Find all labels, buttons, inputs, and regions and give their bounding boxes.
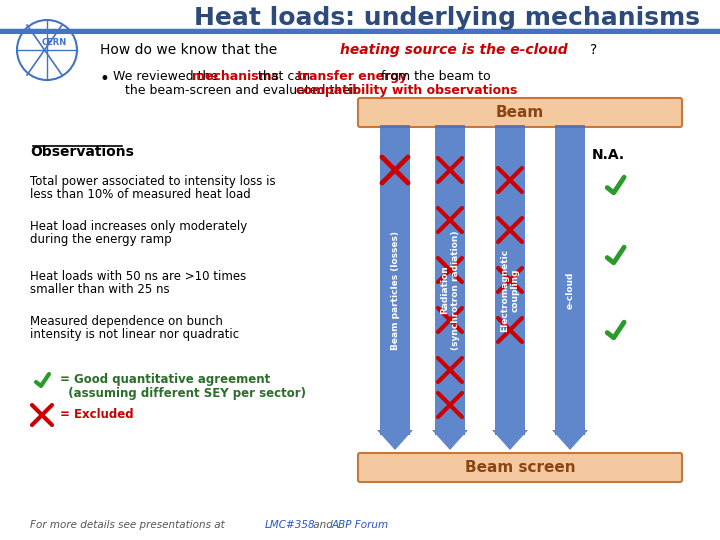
Bar xyxy=(495,125,525,435)
Text: Beam particles (losses): Beam particles (losses) xyxy=(390,231,400,349)
Text: that can: that can xyxy=(254,70,314,83)
Text: For more details see presentations at: For more details see presentations at xyxy=(30,520,228,530)
Bar xyxy=(555,125,585,435)
Text: Observations: Observations xyxy=(30,145,134,159)
Text: mechanisms: mechanisms xyxy=(192,70,279,83)
Text: intensity is not linear nor quadratic: intensity is not linear nor quadratic xyxy=(30,328,239,341)
Bar xyxy=(435,125,465,435)
Text: LMC#358: LMC#358 xyxy=(265,520,315,530)
FancyBboxPatch shape xyxy=(358,453,682,482)
FancyArrow shape xyxy=(432,430,468,450)
Text: Heat loads with 50 ns are >10 times: Heat loads with 50 ns are >10 times xyxy=(30,270,246,283)
FancyArrow shape xyxy=(552,430,588,450)
Text: Measured dependence on bunch: Measured dependence on bunch xyxy=(30,315,223,328)
Text: •: • xyxy=(100,70,110,88)
Text: We reviewed the: We reviewed the xyxy=(113,70,222,83)
Text: N.A.: N.A. xyxy=(591,148,624,162)
Text: (assuming different SEY per sector): (assuming different SEY per sector) xyxy=(60,388,306,401)
Text: from the beam to: from the beam to xyxy=(377,70,490,83)
Text: CERN: CERN xyxy=(42,38,67,47)
Text: Radiation
(synchrotron radiation): Radiation (synchrotron radiation) xyxy=(441,230,459,350)
FancyBboxPatch shape xyxy=(358,98,682,127)
Text: ABP Forum: ABP Forum xyxy=(332,520,389,530)
Text: Beam: Beam xyxy=(496,105,544,120)
Text: Beam screen: Beam screen xyxy=(464,460,575,475)
Text: less than 10% of measured heat load: less than 10% of measured heat load xyxy=(30,188,251,201)
Text: Heat loads: underlying mechanisms: Heat loads: underlying mechanisms xyxy=(194,6,700,30)
Text: during the energy ramp: during the energy ramp xyxy=(30,233,171,246)
Text: e-cloud: e-cloud xyxy=(565,271,575,309)
Text: smaller than with 25 ns: smaller than with 25 ns xyxy=(30,283,170,296)
Text: and: and xyxy=(310,520,336,530)
Text: compatibility with observations: compatibility with observations xyxy=(296,84,518,97)
Text: Total power associated to intensity loss is: Total power associated to intensity loss… xyxy=(30,175,276,188)
Text: Heat load increases only moderately: Heat load increases only moderately xyxy=(30,220,247,233)
Text: ?: ? xyxy=(590,43,598,57)
FancyArrow shape xyxy=(377,430,413,450)
Text: = Excluded: = Excluded xyxy=(60,408,134,422)
Text: transfer energy: transfer energy xyxy=(297,70,408,83)
FancyArrow shape xyxy=(492,430,528,450)
Bar xyxy=(380,125,410,435)
Text: the beam-screen and evaluated their: the beam-screen and evaluated their xyxy=(125,84,363,97)
Text: Electromagnetic
coupling: Electromagnetic coupling xyxy=(500,248,520,332)
Text: heating source is the e-cloud: heating source is the e-cloud xyxy=(340,43,567,57)
Text: = Good quantitative agreement: = Good quantitative agreement xyxy=(60,374,270,387)
Text: How do we know that the: How do we know that the xyxy=(100,43,282,57)
